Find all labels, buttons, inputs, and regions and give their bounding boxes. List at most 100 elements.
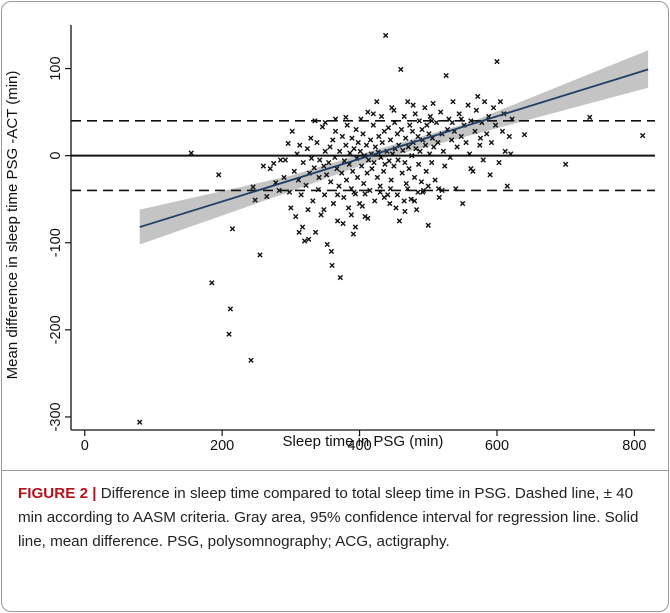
data-point (391, 119, 398, 126)
data-point (310, 198, 316, 204)
data-point (354, 174, 361, 181)
data-point (508, 151, 514, 157)
data-point (343, 114, 349, 121)
data-point (386, 158, 392, 164)
data-point (449, 119, 456, 126)
data-point (260, 163, 267, 169)
data-point (270, 160, 277, 167)
data-point (311, 165, 317, 171)
data-point (411, 174, 418, 181)
data-point (387, 200, 393, 207)
data-point (435, 139, 441, 146)
data-point (385, 125, 392, 131)
data-point (216, 172, 222, 178)
data-point (292, 213, 299, 220)
data-point (415, 161, 422, 168)
caption-text: Difference in sleep time compared to tot… (18, 485, 639, 550)
data-point (403, 180, 409, 187)
data-point (276, 187, 282, 194)
data-point (341, 194, 347, 201)
data-point (465, 102, 471, 108)
data-point (324, 241, 330, 248)
data-point (417, 148, 423, 154)
data-point (377, 189, 383, 195)
data-point (454, 144, 460, 150)
data-point (286, 189, 293, 195)
data-point (382, 161, 388, 168)
data-point (410, 102, 416, 108)
data-point (360, 180, 367, 187)
data-point (301, 238, 308, 244)
data-point (496, 159, 502, 166)
data-point (300, 159, 306, 166)
data-point (492, 122, 499, 128)
data-point (229, 226, 236, 232)
data-point (291, 168, 297, 175)
data-point (459, 200, 466, 207)
data-point (439, 187, 445, 194)
data-point (329, 262, 335, 269)
x-tick-label: 400 (347, 438, 371, 454)
data-point (425, 222, 431, 229)
data-point (312, 118, 318, 124)
data-point (504, 183, 510, 189)
data-point (322, 148, 328, 154)
data-point (332, 128, 339, 134)
y-tick-label: -100 (48, 228, 64, 257)
points-layer (137, 32, 646, 425)
data-point (343, 142, 349, 148)
data-point (437, 109, 444, 115)
data-point (420, 189, 426, 195)
data-point (314, 139, 320, 146)
data-point (418, 179, 425, 185)
data-point (377, 183, 383, 189)
data-point (332, 116, 339, 122)
data-point (369, 166, 375, 172)
data-point (416, 118, 423, 124)
data-point (355, 139, 361, 146)
data-point (308, 135, 314, 141)
data-point (282, 157, 289, 163)
data-point (413, 206, 420, 213)
data-point (473, 107, 480, 114)
data-point (477, 135, 484, 141)
data-point (393, 205, 399, 211)
data-point (442, 163, 448, 169)
scatter-chart: 0 200 400 600 800 -300 -200 -100 0 100 Sleep time… (4, 25, 655, 454)
data-point (433, 119, 440, 126)
data-point (358, 163, 365, 169)
data-point (370, 111, 377, 117)
data-point (348, 212, 355, 218)
data-point (463, 139, 469, 146)
data-point (409, 128, 416, 134)
data-point (394, 131, 401, 137)
data-point (382, 32, 389, 39)
data-point (380, 168, 387, 175)
data-point (267, 166, 273, 172)
data-point (488, 139, 495, 146)
data-point (358, 116, 364, 122)
data-point (321, 206, 327, 213)
data-point (429, 118, 435, 124)
data-point (499, 128, 506, 134)
data-point (401, 198, 407, 204)
data-point (365, 215, 371, 222)
x-tick-label: 600 (485, 438, 509, 454)
data-point (404, 186, 411, 192)
data-point (345, 205, 352, 211)
data-point (319, 124, 326, 130)
data-point (412, 111, 418, 117)
data-point (509, 116, 515, 122)
data-point (480, 157, 486, 163)
data-point (425, 183, 431, 189)
data-point (347, 150, 353, 156)
data-point (297, 142, 303, 148)
data-point (349, 168, 356, 175)
data-point (475, 93, 481, 100)
data-point (365, 157, 372, 163)
data-point (323, 172, 330, 178)
data-point (352, 224, 359, 230)
data-point (435, 186, 442, 192)
y-axis-title: Mean difference in sleep time PSG -ACT (… (4, 71, 21, 380)
data-point (466, 151, 473, 157)
